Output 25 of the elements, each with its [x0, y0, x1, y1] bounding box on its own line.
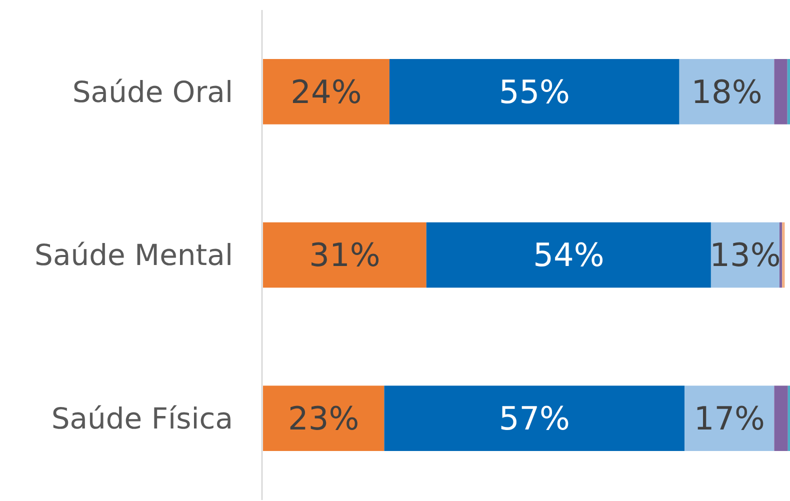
data-label: 23% [288, 400, 360, 438]
data-label: 31% [309, 236, 380, 274]
bar [787, 59, 790, 124]
bar [774, 386, 788, 451]
bar [684, 386, 774, 451]
data-label: 13% [710, 236, 781, 274]
bar [782, 222, 785, 288]
y-tick-label: Saúde Mental [34, 238, 233, 272]
bar [426, 222, 711, 288]
y-tick-label: Saúde Física [51, 401, 233, 436]
data-label: 18% [691, 72, 762, 111]
data-label: 17% [694, 400, 765, 438]
data-label: 54% [533, 236, 604, 274]
bar [263, 386, 384, 451]
data-label: 24% [290, 72, 362, 111]
data-label: 57% [498, 400, 570, 438]
y-tick-label: Saúde Oral [72, 74, 233, 109]
bar [384, 386, 685, 451]
data-label: 55% [498, 72, 570, 111]
bar [389, 59, 680, 124]
bar [679, 59, 774, 124]
bar [263, 222, 426, 288]
bar [779, 222, 782, 288]
bar [774, 59, 788, 124]
bar [263, 59, 390, 124]
